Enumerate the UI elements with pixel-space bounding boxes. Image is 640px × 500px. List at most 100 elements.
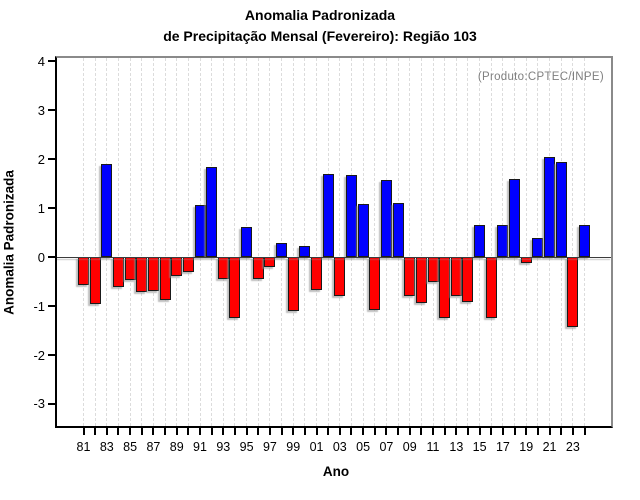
x-tick bbox=[280, 428, 283, 435]
y-tick bbox=[48, 158, 55, 161]
x-tick-label: 03 bbox=[332, 440, 347, 454]
x-tick bbox=[571, 428, 574, 435]
x-tick-label: 93 bbox=[216, 440, 231, 454]
x-tick bbox=[548, 428, 551, 435]
x-tick-label: 89 bbox=[169, 440, 184, 454]
x-tick bbox=[164, 428, 167, 435]
bar-2019 bbox=[520, 257, 532, 264]
bar-2011 bbox=[427, 257, 439, 283]
grid-line bbox=[152, 58, 154, 426]
bar-1991 bbox=[194, 204, 206, 258]
bar-1981 bbox=[78, 257, 89, 285]
grid-line bbox=[292, 58, 294, 426]
bar-1984 bbox=[112, 257, 124, 287]
bar-2023 bbox=[567, 257, 579, 327]
bar-2021 bbox=[544, 156, 556, 258]
x-tick-label: 01 bbox=[309, 440, 324, 454]
x-tick bbox=[187, 428, 190, 435]
bar-2020 bbox=[532, 237, 544, 258]
bar-1983 bbox=[101, 164, 113, 258]
y-tick-label: 2 bbox=[37, 151, 45, 167]
grid-line bbox=[222, 58, 224, 426]
x-tick bbox=[129, 428, 132, 435]
bar-1988 bbox=[159, 257, 171, 301]
x-tick-label: 23 bbox=[565, 440, 580, 454]
x-tick-label: 85 bbox=[123, 440, 138, 454]
x-tick bbox=[420, 428, 423, 435]
bar-2010 bbox=[415, 257, 427, 304]
y-tick-label: 3 bbox=[37, 102, 45, 118]
grid-line bbox=[94, 58, 96, 426]
x-tick bbox=[525, 428, 528, 435]
x-tick bbox=[199, 428, 201, 435]
chart-title: Anomalia Padronizada de Precipitação Men… bbox=[0, 5, 640, 47]
x-axis-title: Ano bbox=[322, 464, 350, 479]
grid-line bbox=[257, 58, 259, 426]
bar-2002 bbox=[322, 174, 334, 258]
grid-line bbox=[444, 58, 446, 426]
bar-2007 bbox=[380, 180, 392, 258]
y-tick bbox=[48, 256, 55, 259]
x-tick bbox=[222, 428, 225, 435]
y-tick-label: 1 bbox=[37, 200, 45, 216]
x-tick bbox=[338, 428, 341, 435]
y-tick bbox=[48, 402, 55, 405]
x-tick bbox=[245, 428, 248, 435]
x-tick bbox=[478, 428, 481, 435]
y-tick-label: -3 bbox=[33, 396, 45, 412]
grid-line bbox=[572, 58, 574, 426]
grid-line bbox=[269, 58, 271, 426]
x-tick-label: 13 bbox=[449, 440, 464, 454]
bar-1992 bbox=[206, 166, 218, 258]
x-tick bbox=[408, 428, 411, 435]
x-tick bbox=[385, 428, 388, 435]
x-tick-label: 83 bbox=[99, 440, 114, 454]
bar-1989 bbox=[171, 257, 183, 276]
x-tick-label: 87 bbox=[146, 440, 161, 454]
grid-line bbox=[455, 58, 457, 426]
bar-2012 bbox=[439, 257, 451, 319]
x-tick bbox=[397, 428, 400, 435]
x-tick bbox=[490, 428, 493, 435]
grid-line bbox=[339, 58, 341, 426]
bar-1995 bbox=[241, 226, 253, 258]
grid-line bbox=[117, 58, 119, 426]
zero-line bbox=[57, 256, 611, 258]
bar-2004 bbox=[345, 175, 357, 258]
x-tick bbox=[350, 428, 353, 435]
y-tick-label: 0 bbox=[37, 249, 45, 265]
x-tick bbox=[152, 428, 155, 435]
y-tick bbox=[48, 354, 55, 357]
bar-2000 bbox=[299, 246, 311, 258]
x-tick bbox=[175, 428, 178, 435]
bar-1990 bbox=[182, 257, 194, 272]
x-tick-label: 11 bbox=[426, 440, 440, 454]
bar-1996 bbox=[252, 257, 264, 280]
grid-line bbox=[490, 58, 492, 426]
chart-title-line2: de Precipitação Mensal (Fevereiro): Regi… bbox=[163, 28, 477, 44]
grid-line bbox=[432, 58, 434, 426]
x-tick bbox=[443, 428, 446, 435]
bar-1987 bbox=[147, 257, 159, 292]
grid-line bbox=[304, 58, 306, 426]
y-tick-label: -1 bbox=[33, 298, 45, 314]
x-tick bbox=[140, 428, 143, 435]
x-tick bbox=[373, 428, 376, 435]
y-tick-label: 4 bbox=[37, 53, 45, 69]
bar-2017 bbox=[497, 224, 509, 258]
x-tick-label: 19 bbox=[519, 440, 534, 454]
bar-1993 bbox=[217, 257, 229, 280]
grid-line bbox=[164, 58, 166, 426]
x-tick bbox=[432, 428, 435, 435]
x-tick bbox=[583, 428, 586, 435]
x-tick bbox=[560, 428, 563, 435]
grid-line bbox=[141, 58, 143, 426]
grid-line bbox=[281, 58, 283, 426]
x-tick bbox=[257, 428, 260, 435]
bar-2008 bbox=[392, 202, 404, 258]
x-tick-label: 91 bbox=[193, 440, 207, 454]
grid-line bbox=[187, 58, 189, 426]
grid-line bbox=[234, 58, 236, 426]
grid-line bbox=[409, 58, 411, 426]
grid-line bbox=[374, 58, 376, 426]
